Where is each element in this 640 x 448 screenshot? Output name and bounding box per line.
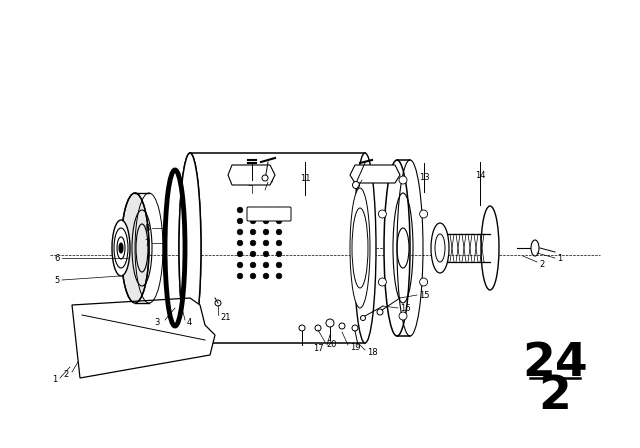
Text: 4: 4 [187,318,192,327]
Polygon shape [228,165,275,185]
Circle shape [276,262,282,268]
Text: 1: 1 [52,375,57,383]
Ellipse shape [179,153,201,343]
Text: 12: 12 [356,172,367,181]
Circle shape [276,251,282,257]
Circle shape [237,262,243,268]
Circle shape [250,273,256,279]
Circle shape [250,240,256,246]
Circle shape [237,229,243,235]
Polygon shape [350,165,400,183]
Circle shape [352,325,358,331]
Ellipse shape [119,243,123,253]
Text: 2: 2 [539,259,544,268]
Circle shape [399,312,407,320]
Circle shape [315,325,321,331]
Circle shape [420,210,428,218]
Text: 13: 13 [419,172,429,181]
Circle shape [420,278,428,286]
Circle shape [378,278,387,286]
FancyBboxPatch shape [247,207,291,221]
Ellipse shape [121,193,149,303]
Circle shape [377,309,383,315]
Circle shape [237,240,243,246]
Circle shape [263,207,269,213]
Circle shape [262,175,268,181]
Circle shape [276,207,282,213]
Circle shape [237,218,243,224]
Text: 2: 2 [539,374,572,418]
Circle shape [276,273,282,279]
Text: 19: 19 [350,343,360,352]
Circle shape [399,176,407,184]
Text: 10: 10 [263,176,273,185]
Circle shape [215,300,221,306]
Circle shape [263,240,269,246]
Text: 8: 8 [145,224,150,233]
Circle shape [378,210,387,218]
Ellipse shape [350,188,370,308]
Ellipse shape [354,153,376,343]
Ellipse shape [179,153,201,343]
Ellipse shape [384,160,410,336]
Text: 1: 1 [557,254,563,263]
Text: 20: 20 [326,340,337,349]
Circle shape [250,207,256,213]
Circle shape [250,229,256,235]
Ellipse shape [481,206,499,290]
Text: 5: 5 [55,276,60,284]
Circle shape [299,325,305,331]
FancyBboxPatch shape [190,0,365,153]
Text: 3: 3 [155,318,160,327]
Text: 17: 17 [314,344,324,353]
Circle shape [263,251,269,257]
Circle shape [263,229,269,235]
Circle shape [276,229,282,235]
Ellipse shape [352,208,368,288]
Text: 14: 14 [475,171,485,180]
Circle shape [276,240,282,246]
Text: 2: 2 [64,370,69,379]
Circle shape [250,251,256,257]
Polygon shape [72,298,215,378]
Circle shape [353,181,360,189]
Circle shape [237,251,243,257]
Text: 7: 7 [145,238,150,247]
Circle shape [339,323,345,329]
Ellipse shape [531,240,539,256]
Circle shape [237,273,243,279]
Circle shape [250,218,256,224]
Circle shape [250,262,256,268]
Text: 21: 21 [220,313,230,322]
Circle shape [263,273,269,279]
Circle shape [263,218,269,224]
Circle shape [360,315,365,320]
Circle shape [263,262,269,268]
Ellipse shape [112,220,130,276]
Text: 9: 9 [248,178,253,188]
Circle shape [326,319,334,327]
Text: 16: 16 [400,303,411,313]
Ellipse shape [431,223,449,273]
Circle shape [237,207,243,213]
Circle shape [276,218,282,224]
Text: 15: 15 [419,290,429,300]
Text: 6: 6 [54,254,60,263]
Text: 11: 11 [300,173,310,182]
Text: 18: 18 [367,348,378,357]
Text: 24: 24 [522,340,588,385]
